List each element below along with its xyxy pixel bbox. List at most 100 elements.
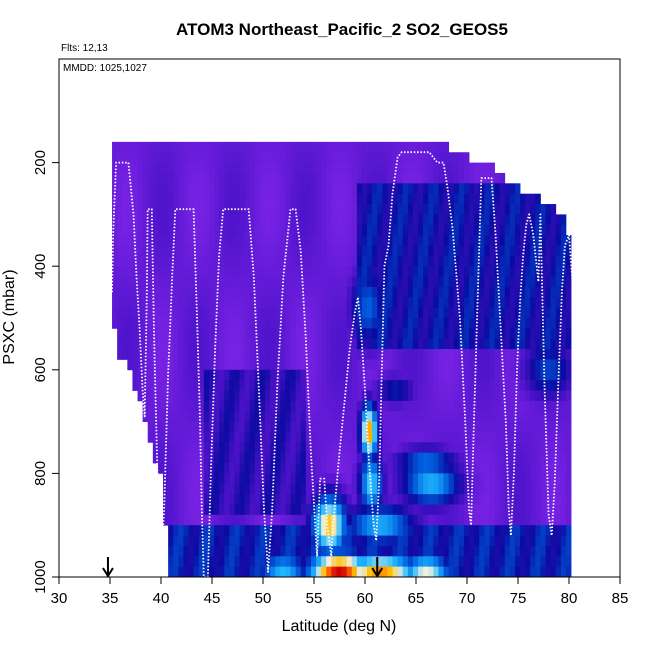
heatmap-cell [173, 286, 179, 298]
heatmap-cell [443, 514, 450, 526]
heatmap-cell [458, 390, 465, 402]
heatmap-cell [178, 483, 184, 495]
heatmap-cell [229, 286, 235, 298]
heatmap-cell [530, 463, 536, 474]
heatmap-cell [331, 349, 337, 360]
heatmap-cell [137, 286, 144, 298]
heatmap-cell [474, 504, 480, 516]
heatmap-cell [239, 390, 246, 402]
heatmap-cell [280, 152, 286, 163]
heatmap-cell [387, 204, 393, 215]
heatmap-cell [326, 452, 332, 464]
heatmap-cell [346, 545, 353, 557]
heatmap-cell [433, 286, 439, 298]
heatmap-cell [188, 463, 195, 474]
heatmap-cell [392, 483, 399, 495]
heatmap-cell [489, 255, 495, 267]
heatmap-cell [463, 421, 470, 433]
heatmap-cell [356, 483, 363, 495]
heatmap-cell [520, 473, 526, 485]
heatmap-cell [280, 266, 286, 277]
heatmap-cell [183, 276, 189, 288]
heatmap-cell [499, 421, 506, 433]
heatmap-cell [560, 297, 567, 309]
heatmap-cell [183, 514, 189, 526]
heatmap-cell [295, 452, 302, 464]
heatmap-cell [331, 483, 337, 495]
heatmap-cell [494, 359, 501, 371]
heatmap-cell [530, 266, 536, 277]
heatmap-cell [525, 483, 531, 495]
heatmap-cell [423, 245, 429, 257]
heatmap-cell [367, 141, 373, 153]
heatmap-cell [295, 214, 302, 226]
heatmap-cell [397, 525, 404, 536]
heatmap-cell [387, 172, 393, 184]
heatmap-cell [229, 141, 235, 153]
heatmap-cell [219, 473, 225, 485]
heatmap-cell [382, 297, 388, 309]
heatmap-cell [550, 411, 557, 422]
heatmap-cell [142, 349, 149, 360]
heatmap-cell [219, 483, 225, 495]
heatmap-cell [367, 369, 373, 381]
heatmap-cell [428, 245, 434, 257]
heatmap-cell [412, 141, 419, 153]
heatmap-cell [300, 452, 307, 464]
heatmap-cell [188, 535, 195, 547]
heatmap-cell [290, 411, 297, 422]
heatmap-cell [479, 390, 485, 402]
heatmap-cell [203, 525, 210, 536]
heatmap-cell [504, 255, 511, 267]
heatmap-cell [535, 235, 541, 246]
heatmap-cell [249, 266, 256, 277]
heatmap-cell [280, 245, 286, 257]
heatmap-cell [392, 245, 399, 257]
heatmap-cell [244, 286, 251, 298]
heatmap-cell [321, 266, 327, 277]
heatmap-cell [397, 162, 404, 174]
heatmap-cell [336, 286, 342, 298]
heatmap-cell [214, 338, 220, 350]
heatmap-cell [402, 204, 409, 215]
heatmap-cell [249, 359, 256, 371]
heatmap-cell [249, 494, 256, 505]
heatmap-cell [117, 286, 123, 298]
heatmap-cell [361, 235, 368, 246]
heatmap-cell [280, 255, 286, 267]
heatmap-cell [295, 473, 302, 485]
heatmap-cell [412, 255, 419, 267]
heatmap-cell [234, 245, 240, 257]
heatmap-cell [565, 369, 572, 381]
heatmap-cell [367, 266, 373, 277]
heatmap-cell [147, 172, 154, 184]
heatmap-cell [112, 276, 118, 288]
heatmap-cell [489, 556, 495, 568]
heatmap-cell [275, 204, 281, 215]
heatmap-cell [305, 380, 312, 391]
heatmap-cell [377, 556, 383, 568]
heatmap-cell [295, 514, 302, 526]
heatmap-cell [555, 442, 562, 454]
heatmap-cell [489, 566, 495, 578]
heatmap-cell [321, 556, 327, 568]
heatmap-cell [275, 411, 281, 422]
heatmap-cell [453, 411, 460, 422]
heatmap-cell [407, 224, 414, 236]
heatmap-cell [377, 390, 383, 402]
heatmap-cell [484, 286, 490, 298]
heatmap-cell [259, 535, 266, 547]
heatmap-cell [183, 545, 189, 557]
heatmap-cell [270, 442, 276, 454]
heatmap-cell [367, 452, 373, 464]
heatmap-cell [152, 276, 159, 288]
heatmap-cell [514, 235, 521, 246]
heatmap-cell [259, 504, 266, 516]
heatmap-cell [469, 204, 475, 215]
heatmap-cell [484, 504, 490, 516]
heatmap-cell [535, 535, 541, 547]
heatmap-cell [382, 349, 388, 360]
heatmap-cell [560, 442, 567, 454]
heatmap-cell [356, 307, 363, 319]
heatmap-cell [275, 514, 281, 526]
